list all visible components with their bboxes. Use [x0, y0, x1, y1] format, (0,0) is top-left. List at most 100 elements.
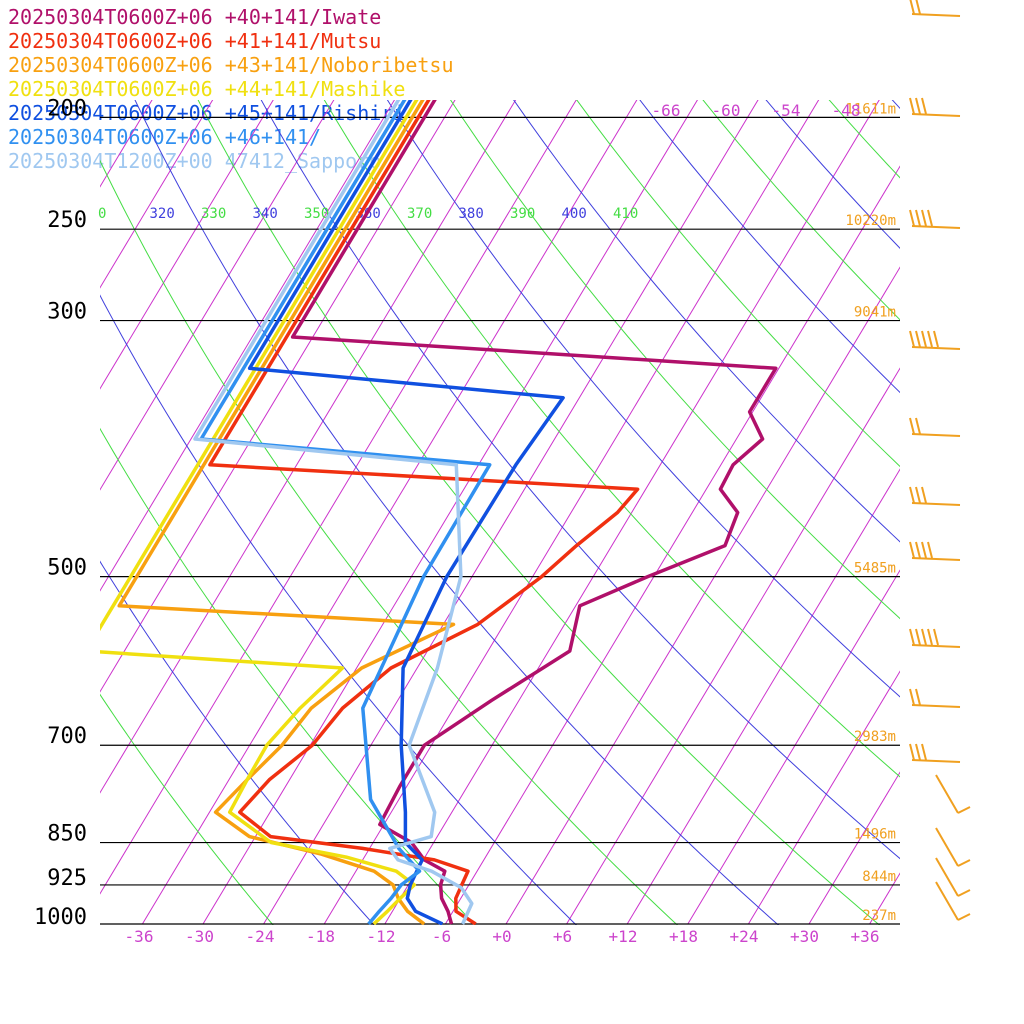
- isotherm-line: [384, 100, 880, 925]
- wind-barb: [935, 881, 971, 921]
- theta-label: 320: [150, 206, 175, 222]
- height-label: 2983m: [854, 729, 896, 745]
- dry-adiabat: [639, 100, 900, 394]
- series-line: [100, 100, 419, 925]
- wind-barb-shaft: [935, 857, 959, 897]
- wind-barb: [909, 0, 961, 17]
- wind-barb-flag: [927, 541, 933, 559]
- wind-barb-flag: [933, 628, 939, 646]
- pressure-label: 925: [47, 866, 87, 891]
- wind-barb-flag: [921, 209, 927, 227]
- wind-barb-flag: [909, 330, 915, 348]
- wind-barb-flag: [921, 743, 927, 761]
- theta-label: 340: [253, 206, 278, 222]
- pressure-label: 700: [47, 724, 87, 749]
- wind-barb-flag: [957, 859, 971, 867]
- wind-barb-shaft: [911, 557, 961, 561]
- wind-barb-flag: [915, 97, 921, 115]
- isotherm-top-label: -66: [652, 101, 681, 120]
- wind-barb-flag: [921, 97, 927, 115]
- wind-barb: [909, 209, 961, 229]
- series-line: [208, 100, 640, 925]
- wind-barb-flag: [909, 688, 915, 706]
- theta-label: 390: [510, 206, 535, 222]
- legend-entry: 20250304T0600Z+06 +41+141/Mutsu: [8, 29, 381, 53]
- series-line: [199, 100, 492, 925]
- pressure-label: 850: [47, 822, 87, 847]
- height-label: 1496m: [854, 827, 896, 843]
- temperature-tick-label: +36: [851, 927, 880, 946]
- temperature-tick-label: +12: [609, 927, 638, 946]
- wind-barb-flag: [915, 541, 921, 559]
- temperature-tick-label: -30: [185, 927, 214, 946]
- series-line: [247, 100, 565, 925]
- temperature-tick-label: +18: [669, 927, 698, 946]
- theta-label: 330: [201, 206, 226, 222]
- wind-barb-shaft: [911, 13, 961, 17]
- pressure-label: 200: [47, 96, 87, 121]
- height-labels: 16041m13437m11611m10220m9041m5485m2983m1…: [845, 101, 896, 924]
- wind-barb-flag: [957, 806, 971, 814]
- height-label: 10220m: [845, 213, 896, 229]
- pressure-labels: 1001502002503005007008509251000: [34, 96, 87, 930]
- legend-entry: 20250304T0600Z+06 +46+141/: [8, 125, 321, 149]
- isotherm-line: [100, 100, 517, 794]
- height-label: 9041m: [854, 305, 896, 321]
- isotherm-line: [626, 468, 900, 925]
- theta-label: 400: [562, 206, 587, 222]
- wind-barb: [909, 628, 961, 648]
- series-line: [117, 100, 456, 925]
- wind-barb-flag: [915, 743, 921, 761]
- wind-barb: [909, 743, 961, 763]
- isotherm-top-labels: -66 -60 -54 -48: [652, 101, 861, 120]
- temperature-tick-label: -24: [246, 927, 275, 946]
- temperature-tick-label: +6: [553, 927, 572, 946]
- dry-adiabat: [576, 100, 900, 468]
- pressure-label: 300: [47, 300, 87, 325]
- isotherm-line: [323, 100, 820, 925]
- temperature-tick-label: +24: [730, 927, 759, 946]
- wind-barb-shaft: [911, 502, 961, 506]
- legend-entry: 20250304T0600Z+06 +44+141/Mashike: [8, 77, 405, 101]
- dry-adiabat: [891, 100, 900, 110]
- wind-barb-flag: [915, 417, 921, 435]
- wind-barb-flag: [915, 628, 921, 646]
- wind-barb-flag: [921, 628, 927, 646]
- dry-adiabat: [754, 0, 1024, 948]
- temperature-tick-label: +30: [790, 927, 819, 946]
- wind-barb-flag: [927, 628, 933, 646]
- wind-barb-flag: [927, 330, 933, 348]
- legend-entry: 20250304T0600Z+06 +45+141/Rishiri: [8, 101, 405, 125]
- wind-barb-flag: [909, 209, 915, 227]
- pressure-label: 1000: [34, 905, 87, 930]
- isotherm-top-label: -48: [832, 101, 861, 120]
- theta-label: 410: [613, 206, 638, 222]
- dry-adiabat: [765, 100, 900, 249]
- dry-adiabat: [100, 294, 577, 925]
- height-label: 237m: [862, 908, 896, 924]
- wind-barb-flag: [921, 541, 927, 559]
- isotherm-line: [100, 100, 335, 491]
- isotherm-line: [263, 100, 759, 925]
- wind-barb-flag: [909, 417, 915, 435]
- wind-barb: [909, 417, 961, 437]
- pressure-label: 250: [47, 208, 87, 233]
- height-label: 11611m: [845, 101, 896, 117]
- wind-barb: [935, 774, 971, 814]
- dry-adiabat: [702, 100, 900, 321]
- sounding-profiles: [100, 100, 778, 925]
- temperature-tick-label: -36: [125, 927, 154, 946]
- height-label: 844m: [862, 869, 896, 885]
- wind-barb-shaft: [911, 759, 961, 763]
- temperature-tick-label: -12: [367, 927, 396, 946]
- theta-label: 350: [304, 206, 329, 222]
- pressure-label: 500: [47, 556, 87, 581]
- wind-barb-flag: [909, 0, 915, 15]
- chart-legend: 20250304T0600Z+06 +40+141/Iwate20250304T…: [8, 5, 454, 173]
- dry-adiabat: [100, 560, 375, 925]
- wind-barb-flag: [909, 628, 915, 646]
- wind-barb-shaft: [911, 225, 961, 229]
- theta-label: 0: [98, 206, 106, 222]
- wind-barb-shaft: [935, 827, 959, 867]
